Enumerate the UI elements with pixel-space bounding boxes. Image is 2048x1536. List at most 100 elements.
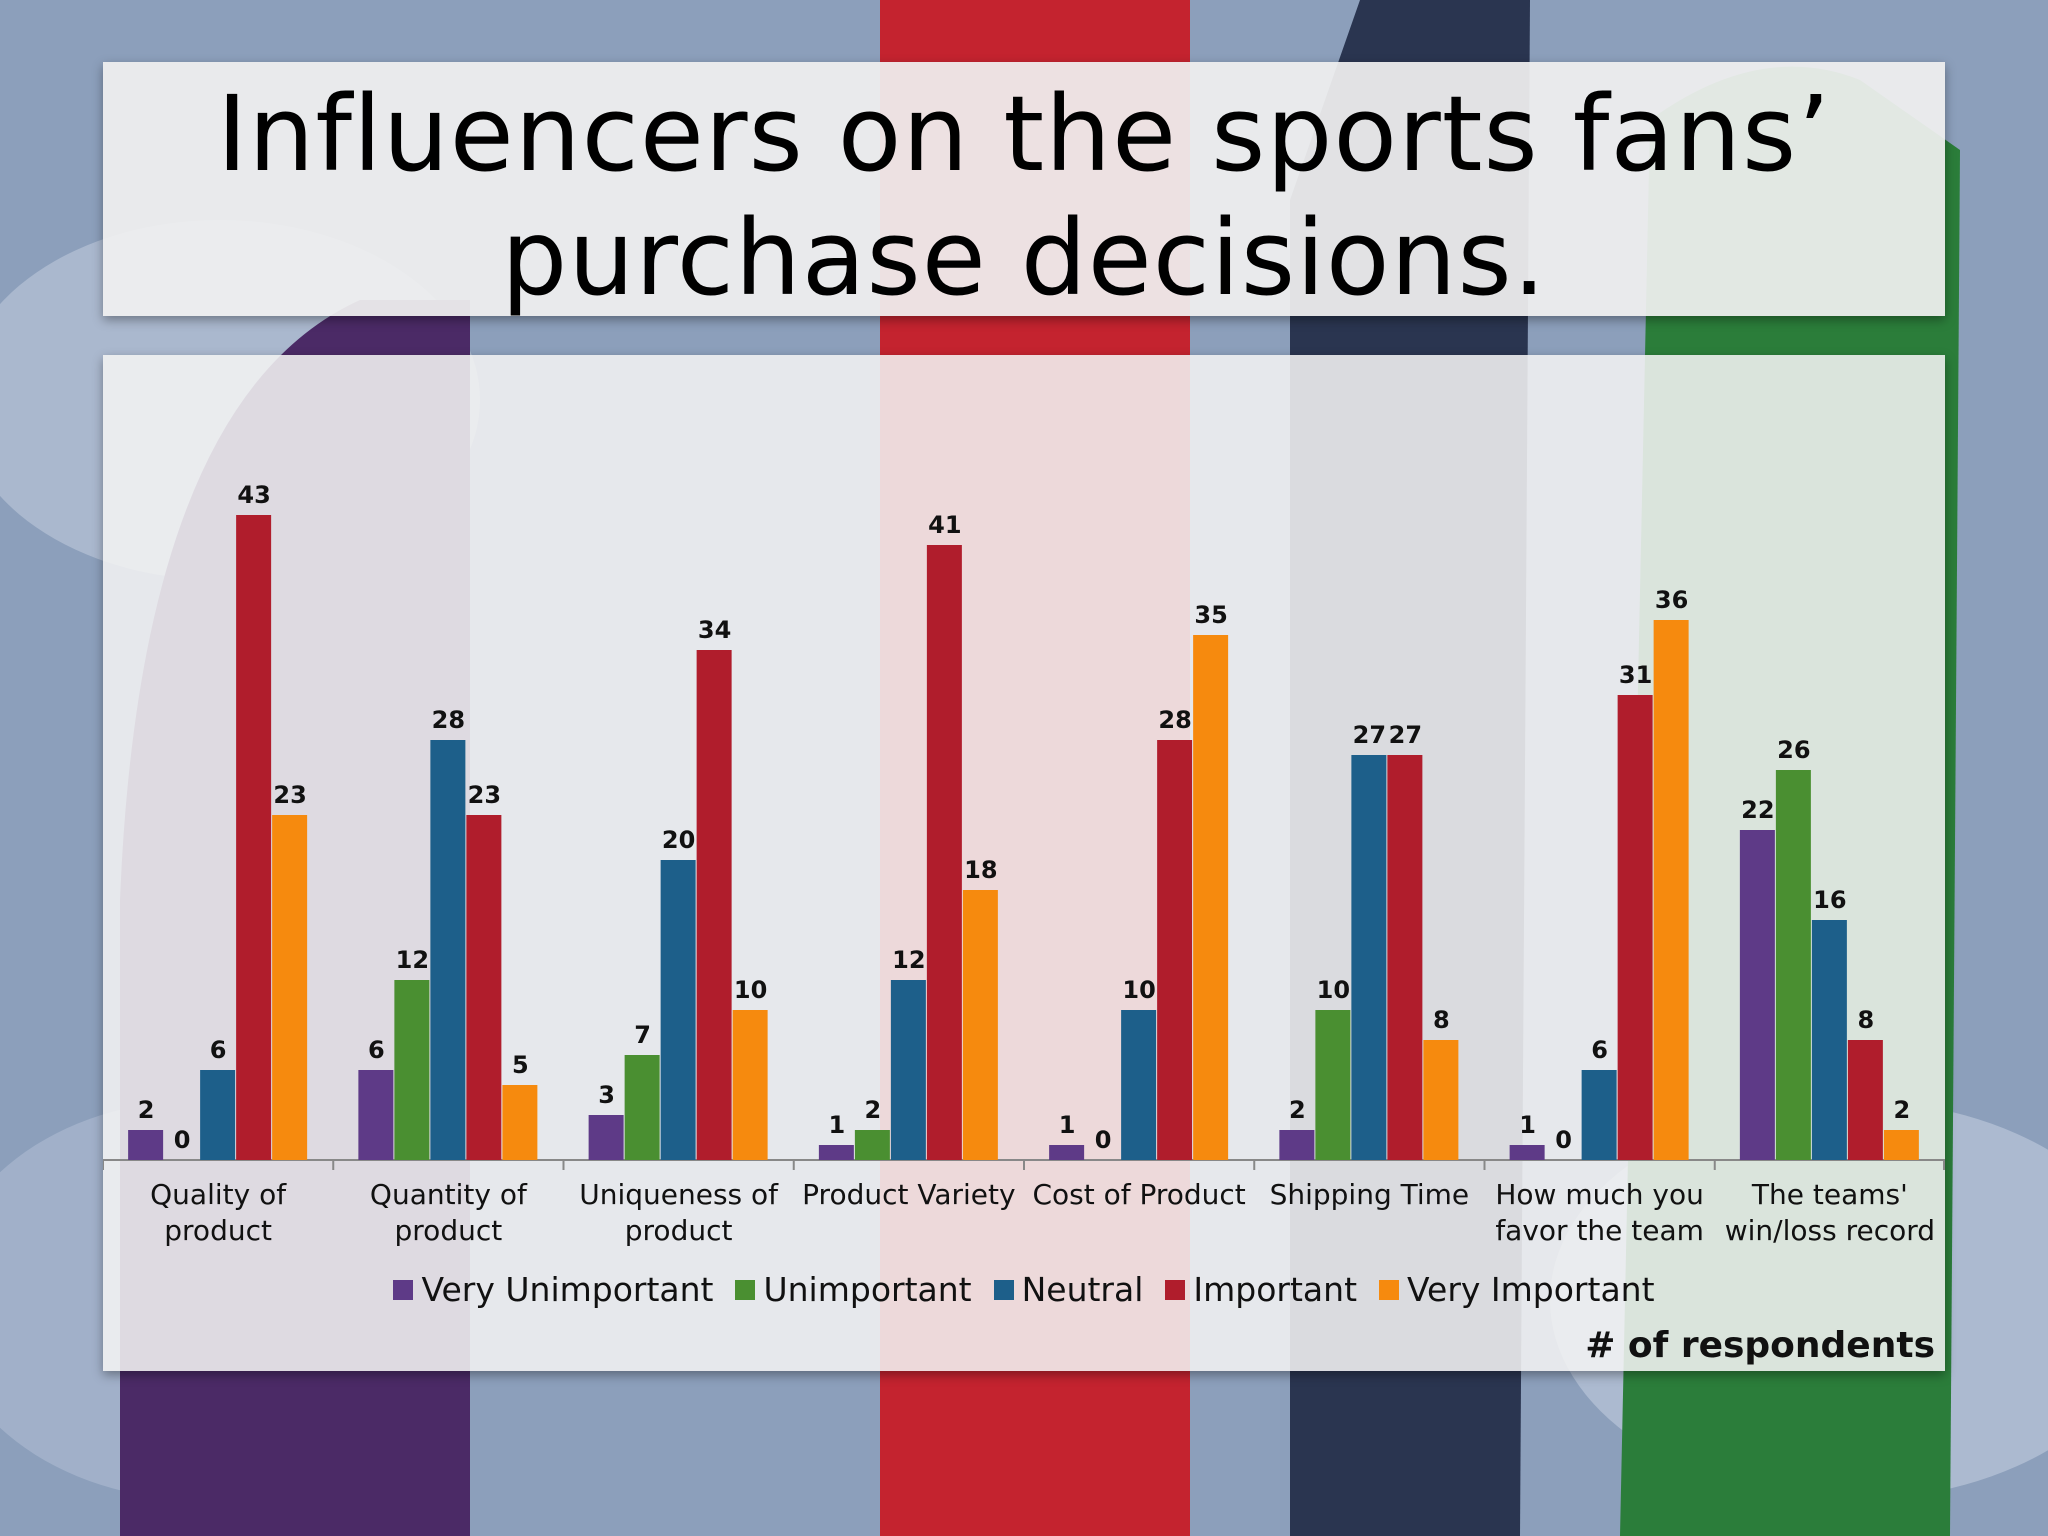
data-label: 2 <box>138 1096 155 1124</box>
data-label: 23 <box>468 781 501 809</box>
bar <box>962 890 998 1160</box>
data-label: 12 <box>892 946 925 974</box>
bar <box>1049 1145 1085 1160</box>
data-label: 43 <box>237 481 270 509</box>
data-label: 6 <box>210 1036 227 1064</box>
bar <box>1653 620 1689 1160</box>
legend-item: Very Unimportant <box>393 1270 713 1309</box>
bar <box>236 515 272 1160</box>
slide-title-line-2: purchase decisions. <box>501 197 1547 319</box>
bar <box>466 815 502 1160</box>
legend-item: Neutral <box>993 1270 1144 1309</box>
respondents-note: # of respondents <box>1585 1325 1935 1366</box>
data-label: 12 <box>396 946 429 974</box>
legend-swatch <box>1165 1279 1186 1300</box>
data-label: 10 <box>1317 976 1350 1004</box>
data-label: 8 <box>1433 1006 1450 1034</box>
data-label: 35 <box>1194 601 1227 629</box>
data-label: 41 <box>928 511 961 539</box>
bar <box>1883 1130 1919 1160</box>
bar <box>1775 770 1811 1160</box>
data-label: 6 <box>368 1036 385 1064</box>
bar <box>1739 830 1775 1160</box>
bar <box>1617 695 1653 1160</box>
x-tick-label: Quality of product <box>150 1178 287 1247</box>
data-label: 0 <box>1095 1126 1112 1154</box>
bar <box>1509 1145 1545 1160</box>
legend-label: Unimportant <box>763 1270 972 1309</box>
slide-title: Influencers on the sports fans’ purchase… <box>103 72 1945 320</box>
bar <box>1157 740 1193 1160</box>
data-label: 20 <box>662 826 695 854</box>
bar <box>502 1085 538 1160</box>
data-label: 10 <box>1122 976 1155 1004</box>
legend-swatch <box>735 1279 756 1300</box>
data-label: 0 <box>174 1126 191 1154</box>
data-label: 27 <box>1389 721 1422 749</box>
bar <box>394 980 430 1160</box>
legend-swatch <box>1379 1279 1400 1300</box>
bar <box>1847 1040 1883 1160</box>
bar <box>732 1010 768 1160</box>
bar <box>200 1070 236 1160</box>
data-label: 27 <box>1353 721 1386 749</box>
data-label: 5 <box>512 1051 529 1079</box>
data-label: 2 <box>1289 1096 1306 1124</box>
data-label: 18 <box>964 856 997 884</box>
bar <box>1315 1010 1351 1160</box>
x-tick-label: The teams' win/loss record <box>1725 1178 1935 1247</box>
bar <box>696 650 732 1160</box>
data-label: 1 <box>829 1111 846 1139</box>
bar <box>926 545 962 1160</box>
x-tick-label: Product Variety <box>802 1178 1015 1211</box>
bar <box>1279 1130 1315 1160</box>
data-label: 36 <box>1655 586 1688 614</box>
title-panel: Influencers on the sports fans’ purchase… <box>103 62 1945 319</box>
x-tick-label: Cost of Product <box>1032 1178 1245 1211</box>
legend-label: Neutral <box>1021 1270 1144 1309</box>
bar <box>430 740 466 1160</box>
bar <box>1811 920 1847 1160</box>
data-label: 16 <box>1813 886 1846 914</box>
bar <box>1351 755 1387 1160</box>
bar <box>128 1130 164 1160</box>
legend-label: Very Important <box>1407 1270 1655 1309</box>
x-tick-label: How much you favor the team <box>1495 1178 1704 1247</box>
bar <box>1581 1070 1617 1160</box>
x-tick-label: Quantity of product <box>370 1178 528 1247</box>
bar <box>890 980 926 1160</box>
legend-label: Very Unimportant <box>421 1270 714 1309</box>
data-label: 34 <box>698 616 731 644</box>
legend-swatch <box>993 1279 1014 1300</box>
data-label: 8 <box>1858 1006 1875 1034</box>
data-label: 6 <box>1591 1036 1608 1064</box>
bar <box>1387 755 1423 1160</box>
data-label: 26 <box>1777 736 1810 764</box>
bar <box>818 1145 854 1160</box>
chart-legend: Very Unimportant Unimportant Neutral Import… <box>103 1270 1945 1309</box>
x-tick-label: Shipping Time <box>1270 1178 1470 1211</box>
legend-item: Very Important <box>1379 1270 1655 1309</box>
data-label: 31 <box>1619 661 1652 689</box>
legend-item: Unimportant <box>735 1270 972 1309</box>
bar <box>660 860 696 1160</box>
bar <box>1423 1040 1459 1160</box>
data-label: 22 <box>1741 796 1774 824</box>
legend-item: Important <box>1165 1270 1357 1309</box>
slide-title-line-1: Influencers on the sports fans’ <box>216 73 1832 195</box>
data-label: 7 <box>634 1021 651 1049</box>
bar <box>1121 1010 1157 1160</box>
bar <box>624 1055 660 1160</box>
data-label: 28 <box>432 706 465 734</box>
bar <box>588 1115 624 1160</box>
data-label: 28 <box>1158 706 1191 734</box>
bar <box>854 1130 890 1160</box>
legend-label: Important <box>1193 1270 1358 1309</box>
chart-panel: 2 0 6 43 23 Quality of product 6 12 28 23 5 Quantity… <box>103 355 1945 1371</box>
data-label: 2 <box>865 1096 882 1124</box>
bar <box>1193 635 1229 1160</box>
x-tick-label: Uniqueness of product <box>579 1178 779 1247</box>
data-label: 1 <box>1519 1111 1536 1139</box>
data-label: 0 <box>1555 1126 1572 1154</box>
